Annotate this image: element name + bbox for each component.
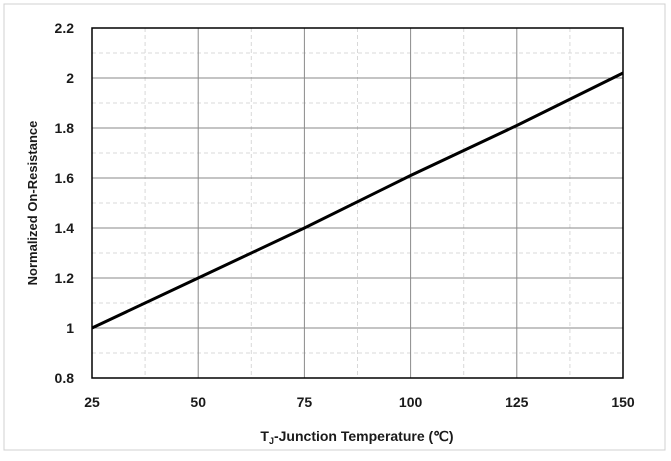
y-tick-label: 1.6 bbox=[55, 170, 75, 186]
x-tick-label: 50 bbox=[190, 394, 206, 410]
y-tick-label: 1.4 bbox=[55, 220, 75, 236]
series-layer bbox=[91, 71, 624, 330]
y-tick-label: 1.8 bbox=[55, 120, 75, 136]
y-tick-label: 2 bbox=[66, 70, 74, 86]
x-axis-label-main: T bbox=[260, 428, 269, 444]
minor-grid bbox=[92, 28, 623, 378]
figure-frame bbox=[3, 3, 666, 451]
x-tick-label: 150 bbox=[611, 394, 635, 410]
x-axis-label: TJ-Junction Temperature (℃) bbox=[260, 428, 453, 446]
y-axis-label: Normalized On-Resistance bbox=[25, 121, 40, 286]
x-tick-labels: 25 50 75 100 125 150 bbox=[84, 394, 635, 410]
x-axis-label-rest: -Junction Temperature (℃) bbox=[274, 428, 454, 444]
data-point bbox=[622, 72, 624, 74]
x-tick-label: 25 bbox=[84, 394, 100, 410]
x-axis-label-subscript: J bbox=[269, 436, 274, 446]
x-tick-label: 125 bbox=[505, 394, 529, 410]
x-tick-label: 100 bbox=[399, 394, 423, 410]
y-tick-label: 0.8 bbox=[55, 370, 75, 386]
series-line bbox=[91, 71, 624, 330]
y-tick-label: 1 bbox=[66, 320, 74, 336]
y-tick-labels: 0.8 1 1.2 1.4 1.6 1.8 2 2.2 bbox=[55, 20, 75, 386]
data-point bbox=[197, 277, 199, 279]
data-point bbox=[410, 175, 412, 176]
plot-area-border bbox=[91, 27, 624, 379]
y-tick-label: 1.2 bbox=[55, 270, 75, 286]
x-tick-label: 75 bbox=[297, 394, 313, 410]
data-point bbox=[516, 125, 518, 126]
y-tick-label: 2.2 bbox=[55, 20, 75, 36]
data-point bbox=[91, 327, 93, 329]
data-point bbox=[303, 227, 305, 229]
